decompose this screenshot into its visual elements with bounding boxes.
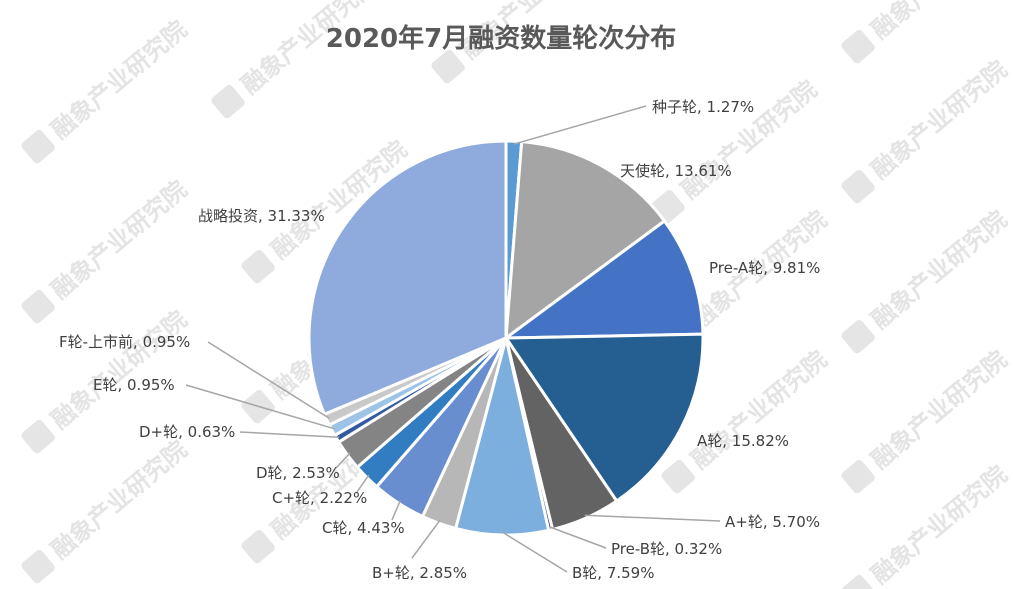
watermark-logo-icon bbox=[21, 419, 55, 454]
data-label-10: D轮, 2.53% bbox=[256, 464, 340, 482]
watermark-text: 融象产业研究院 bbox=[866, 460, 1013, 589]
leader-lines bbox=[185, 105, 721, 573]
watermark-logo-icon bbox=[211, 84, 245, 119]
watermark-logo-icon bbox=[841, 459, 875, 494]
pie-slice-1 bbox=[504, 140, 667, 342]
watermark-logo-icon bbox=[661, 459, 695, 494]
data-label-7: B+轮, 2.85% bbox=[372, 564, 467, 582]
leader-line-0 bbox=[513, 105, 647, 145]
watermark-logo-icon bbox=[431, 49, 465, 84]
leader-line-7 bbox=[411, 519, 441, 559]
leader-line-13 bbox=[207, 341, 330, 420]
watermark: 融象产业研究院 bbox=[21, 435, 193, 584]
pie-slices bbox=[307, 139, 705, 537]
data-label-13: F轮-上市前, 0.95% bbox=[59, 333, 190, 351]
watermark-text: 融象产业研究院 bbox=[46, 15, 193, 144]
leader-line-10 bbox=[335, 452, 351, 469]
pie-slice-14 bbox=[307, 139, 508, 417]
watermark-logo-icon bbox=[841, 29, 875, 64]
watermark-logo-icon bbox=[21, 129, 55, 164]
leader-line-8 bbox=[391, 500, 401, 521]
leader-line-6 bbox=[501, 531, 568, 573]
data-label-2: Pre-A轮, 9.81% bbox=[709, 259, 820, 277]
watermark-text: 融象产业研究院 bbox=[866, 55, 1013, 184]
watermark-text: 融象产业研究院 bbox=[676, 75, 823, 204]
data-label-11: D+轮, 0.63% bbox=[139, 423, 235, 441]
watermark-logo-icon bbox=[21, 549, 55, 584]
watermark: 融象产业研究院 bbox=[211, 0, 383, 119]
watermark-logo-icon bbox=[21, 289, 55, 324]
watermark-text: 融象产业研究院 bbox=[46, 435, 193, 564]
watermark-logo-icon bbox=[841, 319, 875, 354]
data-label-14: 战略投资, 31.33% bbox=[198, 207, 325, 225]
watermark-text: 融象产业研究院 bbox=[46, 305, 193, 434]
watermark: 融象产业研究院 bbox=[21, 175, 193, 324]
leader-line-12 bbox=[185, 384, 335, 430]
watermark-text: 融象产业研究院 bbox=[866, 345, 1013, 474]
watermark: 融象产业研究院 bbox=[841, 205, 1013, 354]
watermark-logo-icon bbox=[241, 249, 275, 284]
data-label-4: A+轮, 5.70% bbox=[725, 513, 820, 531]
leader-line-5 bbox=[549, 526, 607, 549]
watermark: 融象产业研究院 bbox=[21, 15, 193, 164]
data-label-8: C轮, 4.43% bbox=[322, 519, 405, 537]
watermark-logo-icon bbox=[841, 169, 875, 204]
pie-slice-3 bbox=[503, 332, 705, 504]
chart-title: 2020年7月融资数量轮次分布 bbox=[326, 23, 676, 54]
watermark: 融象产业研究院 bbox=[841, 55, 1013, 204]
leader-line-9 bbox=[356, 474, 370, 493]
watermark-text: 融象产业研究院 bbox=[866, 205, 1013, 334]
pie-slice-2 bbox=[501, 218, 705, 340]
data-label-1: 天使轮, 13.61% bbox=[620, 162, 732, 180]
data-labels: 种子轮, 1.27% 天使轮, 13.61% Pre-A轮, 9.81% A轮, 15… bbox=[59, 98, 820, 582]
data-label-0: 种子轮, 1.27% bbox=[652, 98, 754, 116]
watermark-text: 融象产业研究院 bbox=[46, 175, 193, 304]
watermark-text: 融象产业研究院 bbox=[686, 345, 833, 474]
data-label-12: E轮, 0.95% bbox=[93, 376, 175, 394]
pie-slice-6 bbox=[453, 337, 551, 537]
watermark-logo-icon bbox=[841, 574, 875, 589]
watermark: 融象产业研究院 bbox=[841, 0, 1013, 64]
data-label-3: A轮, 15.82% bbox=[697, 432, 789, 450]
data-label-6: B轮, 7.59% bbox=[572, 564, 654, 582]
watermark-logo-icon bbox=[241, 529, 275, 564]
watermark-text: 融象产业研究院 bbox=[866, 0, 1013, 45]
data-label-5: Pre-B轮, 0.32% bbox=[611, 540, 722, 558]
leader-line-11 bbox=[239, 431, 340, 438]
data-label-9: C+轮, 2.22% bbox=[272, 489, 367, 507]
leader-line-4 bbox=[584, 514, 721, 522]
